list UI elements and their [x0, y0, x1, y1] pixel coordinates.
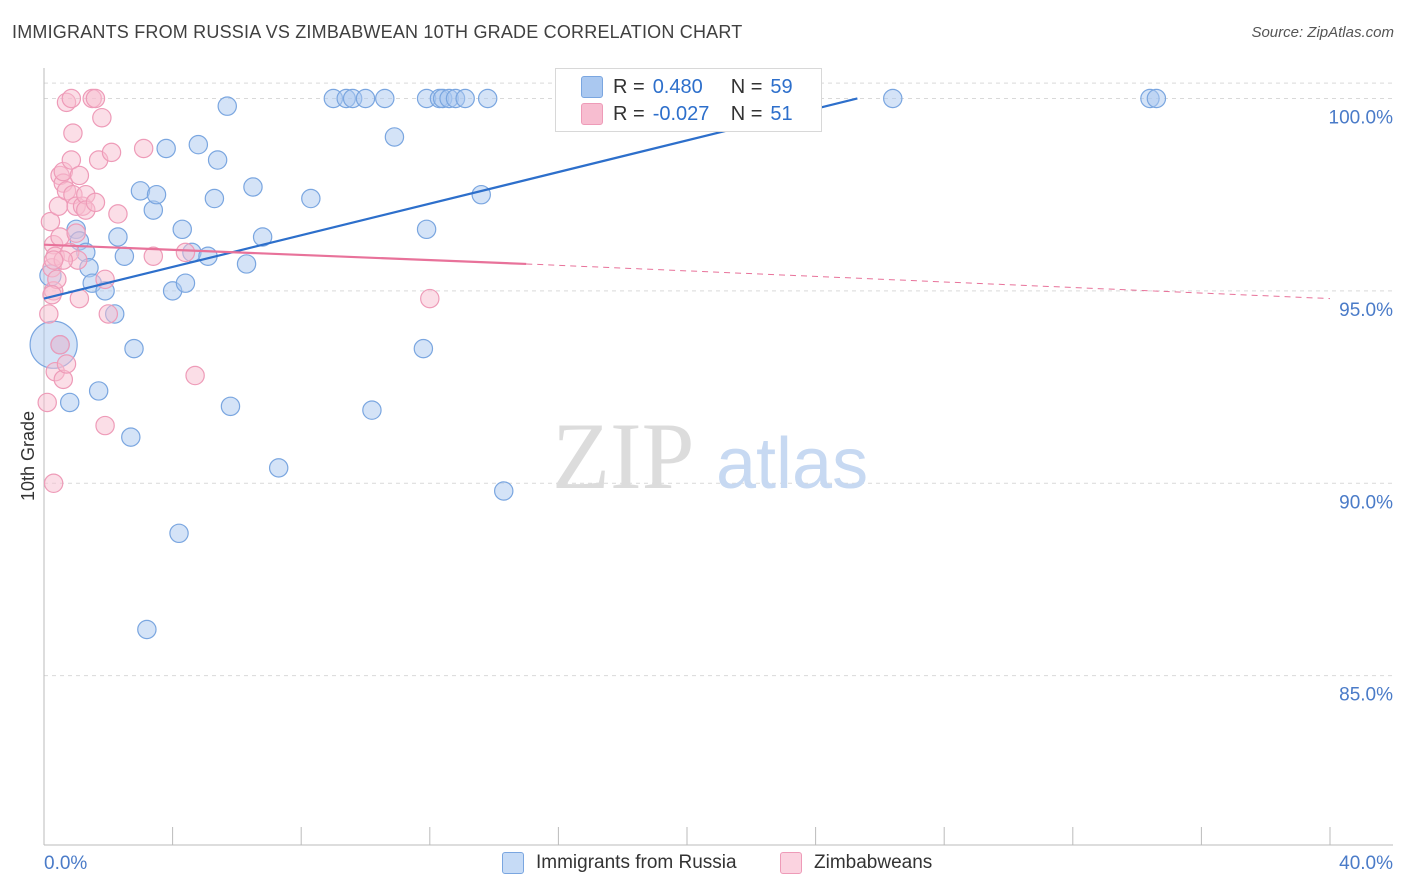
point-zimbabwe — [50, 335, 70, 355]
point-russia — [146, 184, 167, 205]
legend-n-value: 59 — [770, 75, 793, 98]
point-russia — [236, 254, 257, 274]
point-zimbabwe — [37, 392, 57, 413]
point-zimbabwe — [66, 223, 86, 243]
y-tick-label: 90.0% — [1339, 492, 1393, 513]
point-russia — [88, 381, 109, 401]
point-russia — [204, 188, 225, 209]
point-russia — [169, 523, 189, 544]
axes — [43, 68, 1393, 846]
point-russia — [883, 88, 903, 109]
data-points — [29, 88, 1167, 640]
series-legend: Immigrants from Russia Zimbabweans — [0, 852, 1406, 878]
point-zimbabwe — [92, 107, 112, 128]
point-russia — [477, 88, 498, 109]
legend-label-russia: Immigrants from Russia — [536, 852, 737, 873]
legend-r-value: 0.480 — [652, 75, 703, 98]
legend-row-zimbabwe: R = -0.027 N = 51 — [556, 101, 793, 127]
y-tick-label: 100.0% — [1329, 107, 1394, 128]
point-russia — [416, 219, 437, 240]
point-zimbabwe — [101, 142, 122, 163]
point-russia — [494, 481, 514, 501]
point-russia — [1146, 88, 1167, 109]
point-russia — [355, 88, 376, 109]
legend-r-label: R = — [613, 75, 645, 98]
point-russia — [175, 273, 196, 293]
point-russia — [172, 219, 192, 240]
legend-n-label: N = — [730, 75, 763, 98]
legend-n-value: 51 — [770, 102, 793, 125]
x-tick-label: 0.0% — [44, 853, 87, 874]
legend-r-label: R = — [613, 102, 645, 125]
point-zimbabwe — [61, 88, 82, 109]
point-zimbabwe — [56, 354, 77, 374]
point-zimbabwe — [43, 473, 64, 494]
point-russia — [124, 338, 144, 359]
point-zimbabwe — [108, 204, 128, 224]
point-zimbabwe — [40, 211, 61, 232]
legend-swatch-zimbabwe — [581, 103, 603, 125]
correlation-legend: R = 0.480 N = 59 R = -0.027 N = 51 — [555, 68, 822, 132]
grid-lines — [44, 82, 1393, 677]
point-russia — [220, 396, 241, 417]
point-russia — [114, 246, 135, 266]
point-zimbabwe — [69, 165, 90, 186]
point-russia — [59, 392, 80, 413]
watermark-zip: ZIP — [552, 403, 695, 509]
tick-labels: 85.0% 90.0% 95.0% 100.0% 0.0% 40.0% — [44, 107, 1393, 874]
legend-swatch-russia — [581, 76, 603, 98]
point-russia — [413, 338, 434, 359]
point-russia — [243, 177, 263, 197]
point-russia — [130, 181, 151, 201]
point-zimbabwe — [133, 138, 154, 159]
chart-title: IMMIGRANTS FROM RUSSIA VS ZIMBABWEAN 10T… — [12, 22, 743, 42]
legend-row-russia: R = 0.480 N = 59 — [556, 74, 793, 100]
point-russia — [362, 400, 382, 420]
point-russia — [375, 88, 395, 109]
point-russia — [268, 458, 289, 478]
point-zimbabwe — [420, 288, 440, 309]
y-axis-label: 10th Grade — [18, 411, 38, 501]
chart-source: Source: ZipAtlas.com — [1251, 24, 1394, 41]
point-zimbabwe — [98, 304, 119, 324]
point-russia — [137, 619, 157, 640]
point-zimbabwe — [95, 415, 115, 436]
point-russia — [156, 138, 176, 159]
x-tick-label: 40.0% — [1339, 853, 1393, 874]
legend-swatch-russia — [502, 852, 524, 874]
point-russia — [207, 150, 228, 170]
trend-extension-zimbabwe — [526, 263, 1331, 300]
point-russia — [455, 88, 475, 109]
trend-line-zimbabwe — [43, 243, 527, 266]
point-zimbabwe — [63, 123, 83, 143]
watermark-atlas: atlas — [716, 424, 868, 504]
point-zimbabwe — [43, 250, 64, 270]
point-russia — [471, 184, 491, 205]
y-tick-label: 85.0% — [1339, 685, 1393, 706]
point-russia — [108, 227, 128, 247]
point-zimbabwe — [185, 365, 205, 386]
point-russia — [217, 96, 237, 116]
legend-swatch-zimbabwe — [780, 852, 802, 874]
point-zimbabwe — [85, 192, 106, 213]
point-russia — [252, 227, 273, 247]
y-tick-label: 95.0% — [1339, 300, 1393, 321]
point-russia — [301, 188, 321, 209]
point-zimbabwe — [85, 88, 106, 109]
legend-label-zimbabwe: Zimbabweans — [814, 852, 933, 873]
legend-n-label: N = — [730, 102, 763, 125]
point-zimbabwe — [61, 150, 82, 170]
point-zimbabwe — [143, 246, 164, 266]
watermark: ZIP atlas — [552, 403, 868, 509]
point-russia — [188, 134, 209, 155]
legend-item-zimbabwe[interactable]: Zimbabweans — [780, 852, 932, 874]
legend-r-value: -0.027 — [652, 102, 710, 125]
point-zimbabwe — [39, 304, 59, 324]
legend-item-russia[interactable]: Immigrants from Russia — [502, 852, 737, 874]
point-russia — [121, 427, 141, 447]
point-zimbabwe — [175, 242, 196, 263]
point-russia — [384, 127, 405, 147]
